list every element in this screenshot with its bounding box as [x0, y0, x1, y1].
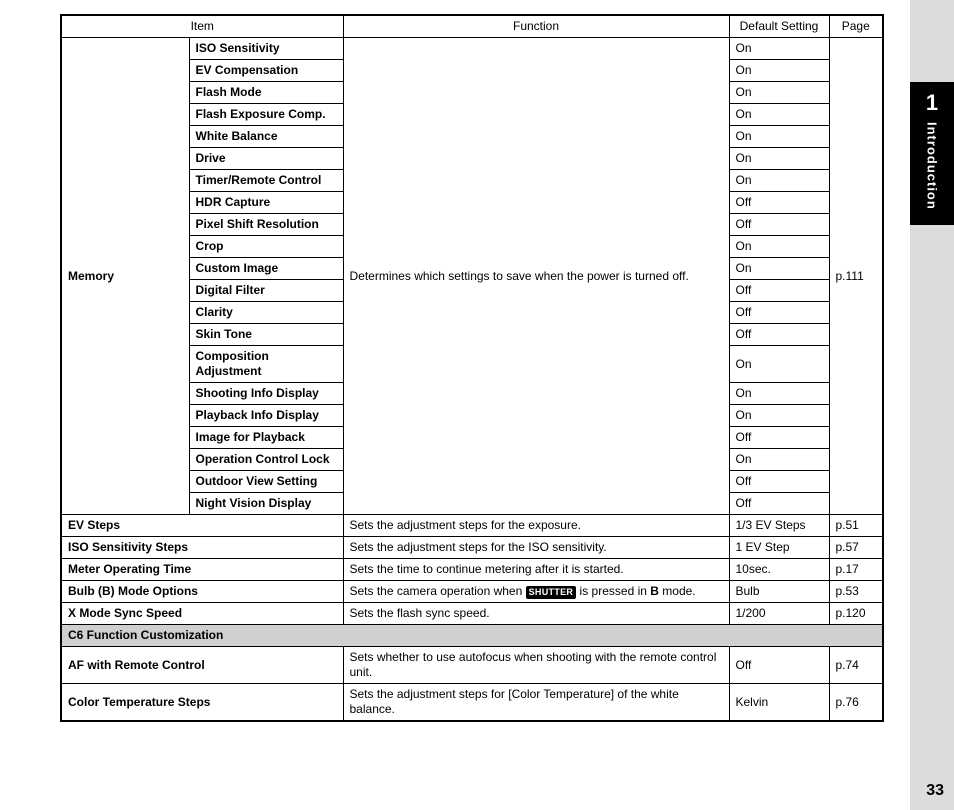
memory-item: HDR Capture: [189, 192, 343, 214]
page-number: 33: [926, 782, 944, 800]
memory-default: On: [729, 346, 829, 383]
item-cell: AF with Remote Control: [61, 647, 343, 684]
chapter-number: 1: [910, 90, 954, 116]
memory-default: Off: [729, 302, 829, 324]
table-row: AF with Remote Control Sets whether to u…: [61, 647, 883, 684]
memory-item: Flash Mode: [189, 82, 343, 104]
content-area: Item Function Default Setting Page Memor…: [60, 14, 884, 722]
table-row: Color Temperature Steps Sets the adjustm…: [61, 684, 883, 722]
memory-function: Determines which settings to save when t…: [343, 38, 729, 515]
function-cell: Sets the adjustment steps for the exposu…: [343, 515, 729, 537]
memory-default: Off: [729, 493, 829, 515]
function-cell: Sets whether to use autofocus when shoot…: [343, 647, 729, 684]
default-cell: Bulb: [729, 581, 829, 603]
memory-item: Drive: [189, 148, 343, 170]
memory-item: EV Compensation: [189, 60, 343, 82]
table-body: MemoryISO SensitivityDetermines which se…: [61, 38, 883, 722]
page-cell: p.120: [829, 603, 883, 625]
memory-item: Shooting Info Display: [189, 383, 343, 405]
memory-default: Off: [729, 427, 829, 449]
page-cell: p.74: [829, 647, 883, 684]
memory-default: Off: [729, 280, 829, 302]
function-cell: Sets the camera operation when SHUTTER i…: [343, 581, 729, 603]
chapter-label: Introduction: [925, 122, 940, 210]
item-cell: ISO Sensitivity Steps: [61, 537, 343, 559]
memory-item: Timer/Remote Control: [189, 170, 343, 192]
memory-default: On: [729, 383, 829, 405]
table-row: MemoryISO SensitivityDetermines which se…: [61, 38, 883, 60]
page-cell: p.53: [829, 581, 883, 603]
section-header: C6 Function Customization: [61, 625, 883, 647]
memory-item: Custom Image: [189, 258, 343, 280]
item-cell: Color Temperature Steps: [61, 684, 343, 722]
chapter-tab: 1 Introduction: [910, 82, 954, 225]
item-cell: Meter Operating Time: [61, 559, 343, 581]
section-header-row: C6 Function Customization: [61, 625, 883, 647]
item-cell: X Mode Sync Speed: [61, 603, 343, 625]
shutter-icon: SHUTTER: [526, 586, 577, 599]
memory-item: Composition Adjustment: [189, 346, 343, 383]
memory-default: On: [729, 449, 829, 471]
function-cell: Sets the adjustment steps for the ISO se…: [343, 537, 729, 559]
memory-item: Digital Filter: [189, 280, 343, 302]
memory-default: Off: [729, 471, 829, 493]
default-cell: 1/200: [729, 603, 829, 625]
page-cell: p.76: [829, 684, 883, 722]
table-row: ISO Sensitivity Steps Sets the adjustmen…: [61, 537, 883, 559]
mode-b-icon: B: [650, 584, 659, 598]
memory-default: On: [729, 104, 829, 126]
default-cell: 10sec.: [729, 559, 829, 581]
item-cell: Bulb (B) Mode Options: [61, 581, 343, 603]
memory-item: White Balance: [189, 126, 343, 148]
table-row: EV Steps Sets the adjustment steps for t…: [61, 515, 883, 537]
memory-group-label: Memory: [61, 38, 189, 515]
memory-default: Off: [729, 214, 829, 236]
header-row: Item Function Default Setting Page: [61, 15, 883, 38]
memory-item: Pixel Shift Resolution: [189, 214, 343, 236]
function-cell: Sets the adjustment steps for [Color Tem…: [343, 684, 729, 722]
table-row: Bulb (B) Mode Options Sets the camera op…: [61, 581, 883, 603]
memory-default: On: [729, 405, 829, 427]
memory-item: Crop: [189, 236, 343, 258]
memory-item: Image for Playback: [189, 427, 343, 449]
table-row: Meter Operating Time Sets the time to co…: [61, 559, 883, 581]
memory-item: Playback Info Display: [189, 405, 343, 427]
memory-item: ISO Sensitivity: [189, 38, 343, 60]
memory-default: On: [729, 148, 829, 170]
memory-default: On: [729, 82, 829, 104]
memory-item: Outdoor View Setting: [189, 471, 343, 493]
memory-item: Skin Tone: [189, 324, 343, 346]
default-cell: Kelvin: [729, 684, 829, 722]
memory-default: On: [729, 258, 829, 280]
memory-default: On: [729, 170, 829, 192]
memory-item: Flash Exposure Comp.: [189, 104, 343, 126]
memory-page: p.111: [829, 38, 883, 515]
page-cell: p.51: [829, 515, 883, 537]
default-cell: 1/3 EV Steps: [729, 515, 829, 537]
function-cell: Sets the flash sync speed.: [343, 603, 729, 625]
default-cell: Off: [729, 647, 829, 684]
item-cell: EV Steps: [61, 515, 343, 537]
header-function: Function: [343, 15, 729, 38]
memory-default: On: [729, 38, 829, 60]
page-cell: p.17: [829, 559, 883, 581]
function-cell: Sets the time to continue metering after…: [343, 559, 729, 581]
settings-table: Item Function Default Setting Page Memor…: [60, 14, 884, 722]
memory-default: On: [729, 236, 829, 258]
memory-item: Night Vision Display: [189, 493, 343, 515]
header-page: Page: [829, 15, 883, 38]
memory-default: On: [729, 126, 829, 148]
memory-default: On: [729, 60, 829, 82]
memory-default: Off: [729, 192, 829, 214]
page-cell: p.57: [829, 537, 883, 559]
memory-default: Off: [729, 324, 829, 346]
memory-item: Operation Control Lock: [189, 449, 343, 471]
header-item: Item: [61, 15, 343, 38]
header-default: Default Setting: [729, 15, 829, 38]
memory-item: Clarity: [189, 302, 343, 324]
table-row: X Mode Sync Speed Sets the flash sync sp…: [61, 603, 883, 625]
default-cell: 1 EV Step: [729, 537, 829, 559]
